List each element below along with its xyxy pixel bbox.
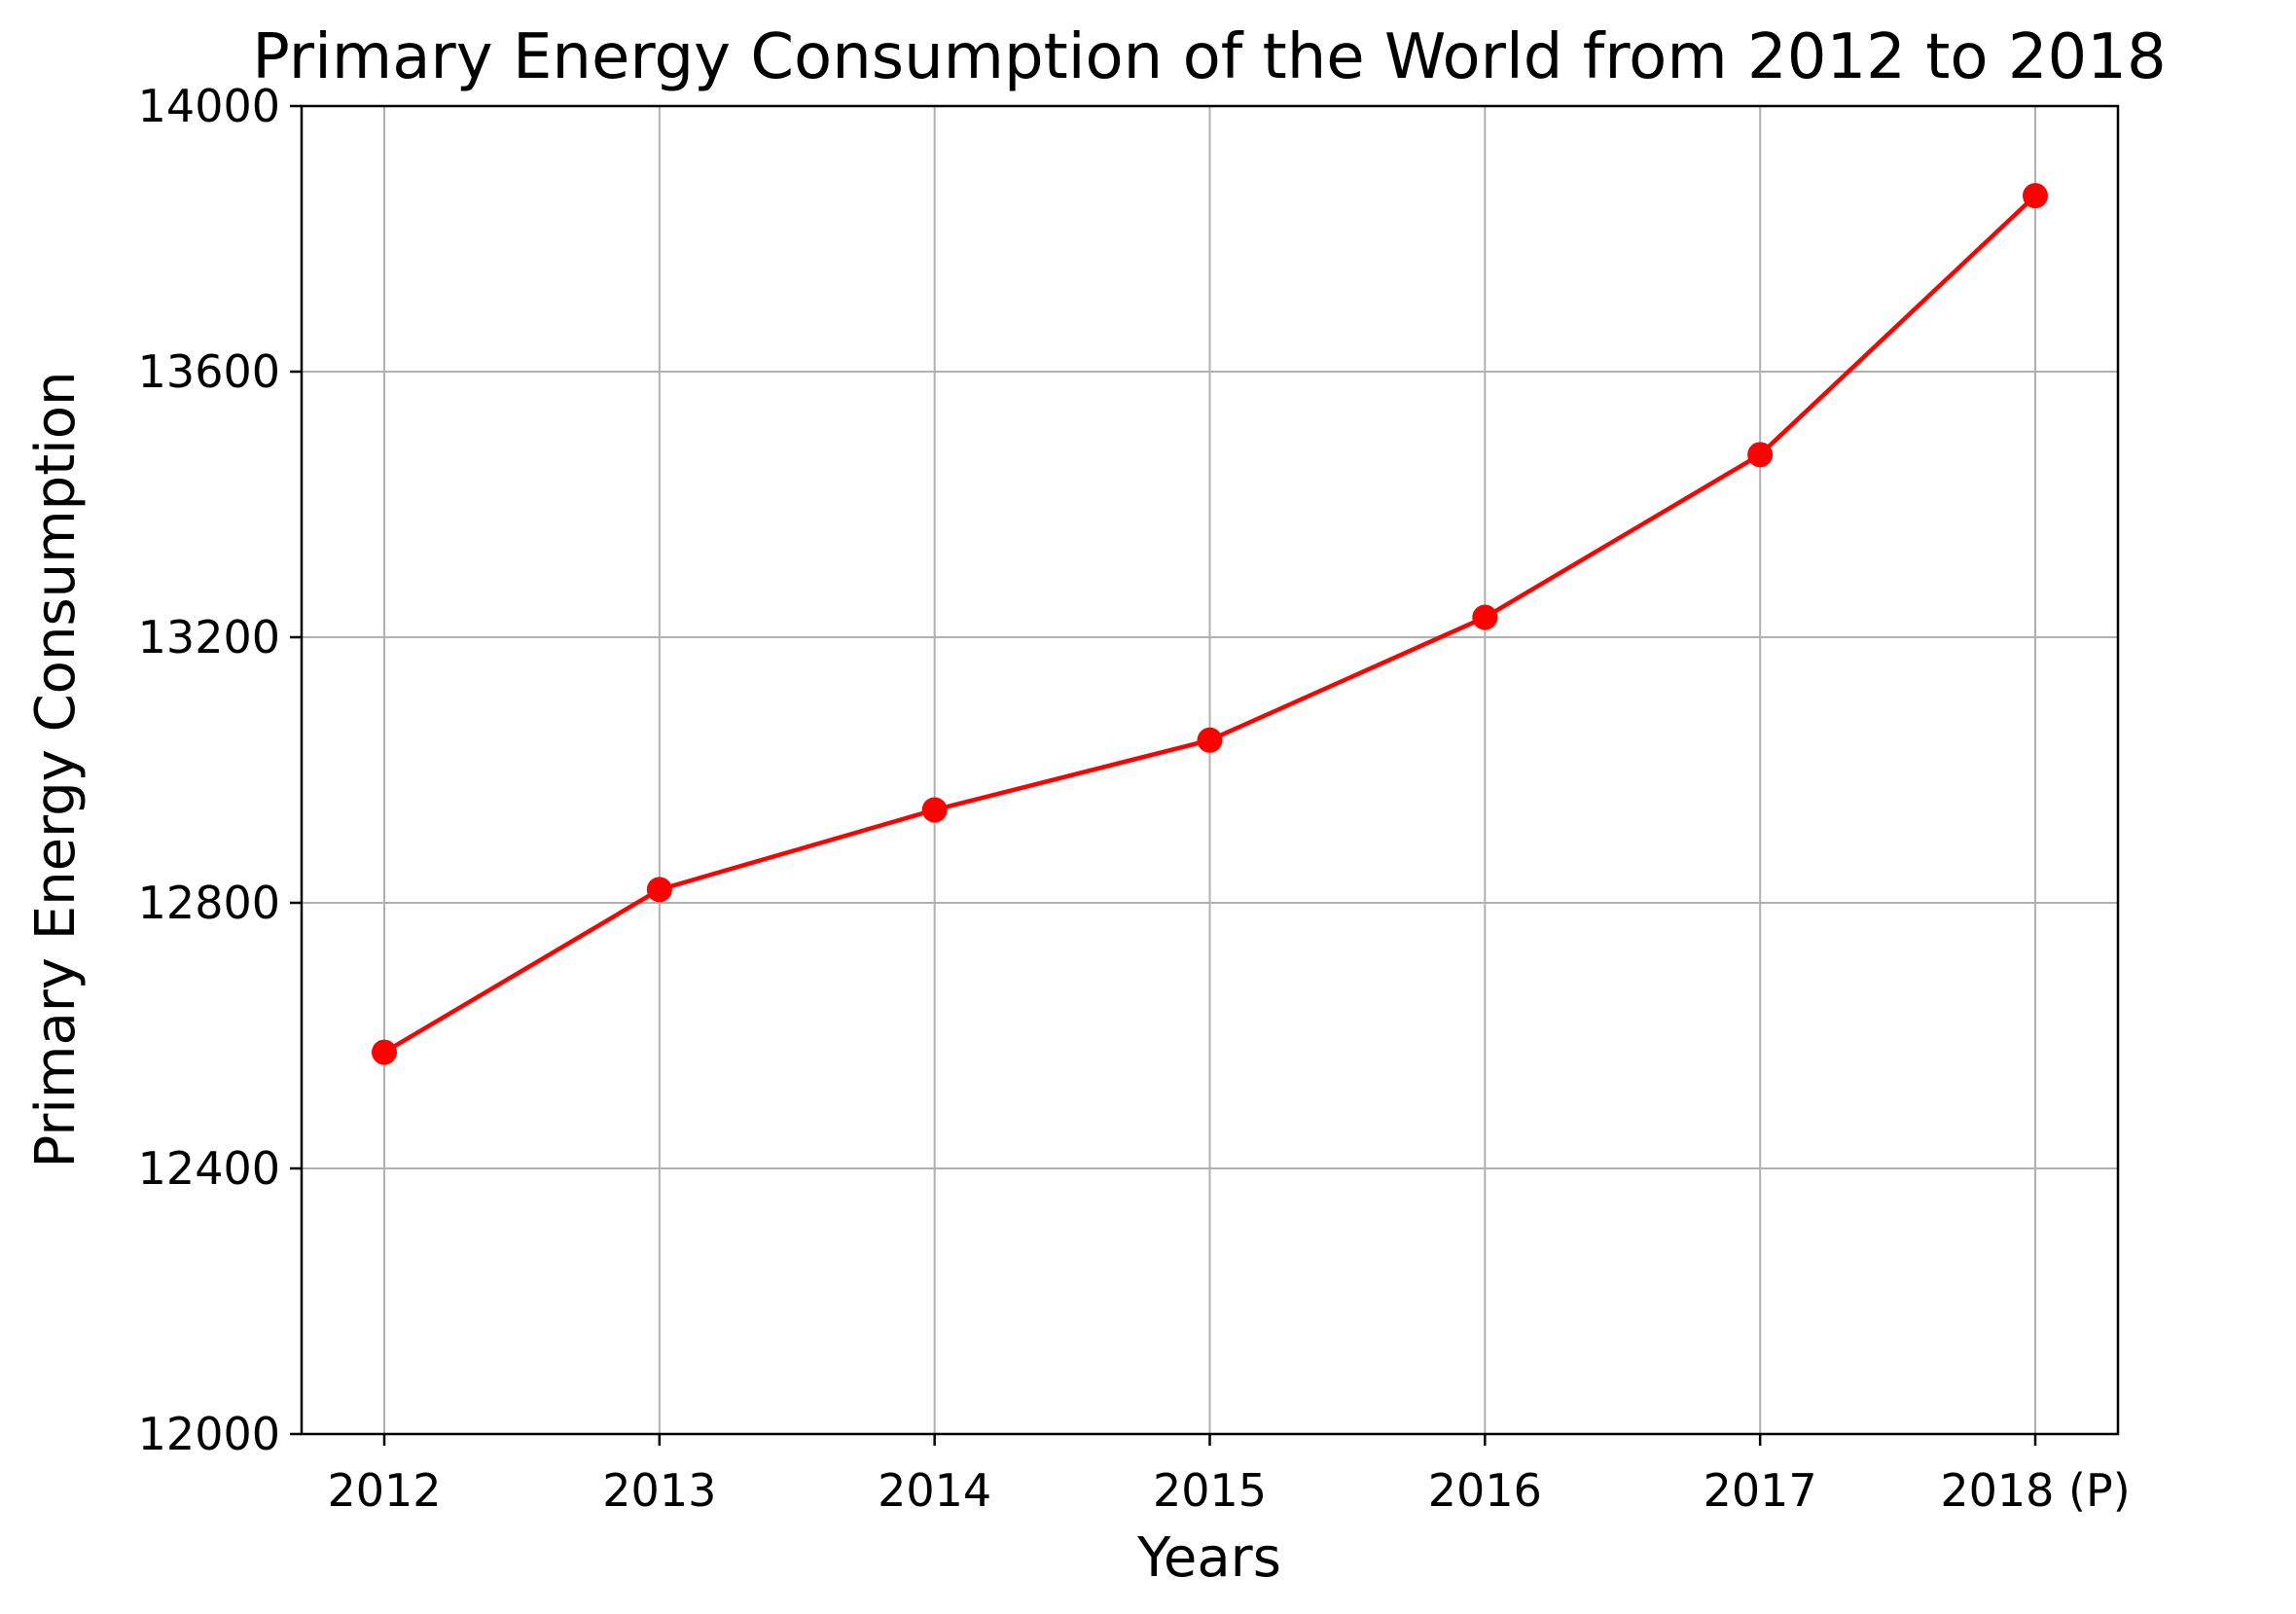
x-tick-label: 2015: [1153, 1464, 1267, 1517]
x-tick-label: 2018 (P): [1940, 1464, 2130, 1517]
x-tick-label: 2012: [327, 1464, 441, 1517]
y-tick-label: 14000: [138, 80, 280, 132]
chart-title: Primary Energy Consumption of the World …: [252, 21, 2166, 93]
data-point-marker: [1747, 442, 1774, 468]
data-point-marker: [921, 797, 948, 823]
x-tick-label: 2014: [878, 1464, 991, 1517]
y-tick-label: 13200: [138, 611, 280, 664]
y-axis-label: Primary Energy Consumption: [24, 372, 88, 1168]
x-tick-label: 2017: [1704, 1464, 1817, 1517]
y-tick-label: 12000: [138, 1408, 280, 1460]
data-series: [372, 183, 2048, 1065]
data-point-marker: [372, 1039, 397, 1065]
data-point-marker: [2023, 183, 2048, 209]
data-point-marker: [646, 877, 672, 903]
y-tick-label: 12400: [138, 1142, 280, 1195]
axis-ticks: 2012 2013 2014 2015 2016 2017 2018 (P) 12000 124…: [138, 80, 2131, 1517]
y-tick-label: 12800: [138, 877, 280, 929]
x-tick-label: 2016: [1428, 1464, 1542, 1517]
x-axis-label: Years: [1136, 1526, 1281, 1590]
x-tick-label: 2013: [602, 1464, 716, 1517]
y-tick-label: 13600: [138, 345, 280, 398]
data-point-marker: [1197, 727, 1223, 753]
data-point-marker: [1472, 604, 1498, 630]
